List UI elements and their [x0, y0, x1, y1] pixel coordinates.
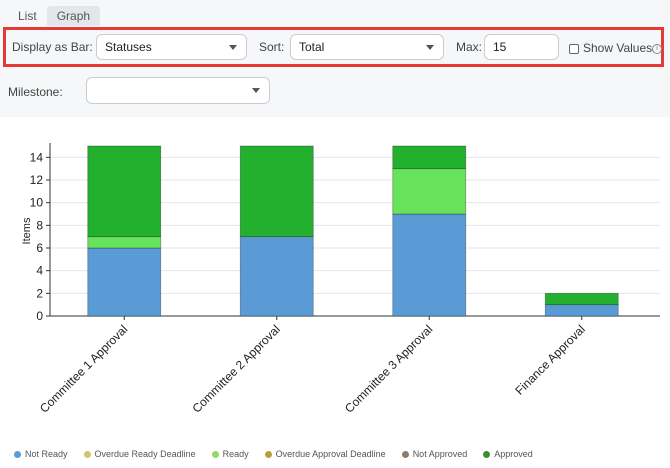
- show-values-checkbox[interactable]: [569, 44, 579, 54]
- max-label: Max:: [456, 40, 483, 54]
- legend-swatch: [401, 450, 409, 458]
- legend-item[interactable]: Not Approved: [401, 449, 468, 459]
- view-tabs: List Graph: [8, 6, 101, 26]
- info-icon: i: [652, 44, 662, 54]
- bar-segment: [87, 247, 162, 317]
- stacked-bar-chart: 0 2 4 6 8 10 12 14 Items Committee 1 Approval Comm…: [21, 143, 660, 416]
- sort-select[interactable]: Total: [290, 34, 444, 60]
- milestone-select[interactable]: [86, 77, 270, 104]
- legend-label: Not Ready: [25, 449, 68, 459]
- legend-swatch: [264, 450, 272, 458]
- legend-label: Overdue Ready Deadline: [94, 449, 196, 459]
- display-as-bar-label: Display as Bar:: [12, 40, 93, 54]
- legend-label: Ready: [222, 449, 249, 459]
- chevron-down-icon: [229, 45, 237, 50]
- milestone-label: Milestone:: [8, 85, 63, 99]
- x-tick-label: Finance Approval: [512, 322, 587, 397]
- y-tick-label: 6: [36, 241, 43, 255]
- legend-item[interactable]: Overdue Approval Deadline: [264, 449, 386, 459]
- legend-swatch: [483, 450, 491, 458]
- bar-segment: [544, 304, 619, 317]
- display-as-bar-value: Statuses: [105, 40, 152, 54]
- y-tick-label: 2: [36, 286, 43, 300]
- max-value: 15: [493, 40, 507, 54]
- bar-segment: [239, 145, 314, 238]
- max-input[interactable]: 15: [484, 34, 559, 60]
- legend-item[interactable]: Not Ready: [14, 449, 68, 459]
- bar-segment: [392, 168, 467, 215]
- bar-segment: [392, 145, 467, 170]
- legend-label: Approved: [494, 449, 533, 459]
- sort-label: Sort:: [259, 40, 285, 54]
- legend-swatch: [211, 450, 219, 458]
- y-tick-label: 4: [36, 264, 43, 278]
- display-as-bar-select[interactable]: Statuses: [96, 34, 247, 60]
- legend-label: Not Approved: [412, 449, 468, 459]
- legend-item[interactable]: Approved: [483, 449, 533, 459]
- tab-graph[interactable]: Graph: [46, 6, 101, 26]
- chevron-down-icon: [426, 45, 434, 50]
- graph-controls: Display as Bar: Statuses Sort: Total Max…: [3, 27, 664, 67]
- chevron-down-icon: [252, 88, 260, 93]
- bar-segment: [87, 236, 162, 249]
- legend-swatch: [14, 450, 21, 458]
- chart-legend: Not Ready Overdue Ready Deadline Ready Over…: [14, 449, 549, 459]
- bar-segment: [392, 213, 467, 317]
- y-axis-label: Items: [21, 217, 33, 244]
- bar-segment: [239, 236, 314, 317]
- show-values-label: Show Values: [583, 41, 653, 55]
- y-tick-label: 14: [30, 150, 44, 164]
- y-tick-label: 12: [30, 173, 44, 187]
- y-tick-label: 10: [30, 196, 44, 210]
- x-tick-label: Committee 1 Approval: [37, 322, 130, 415]
- sort-value: Total: [299, 40, 325, 54]
- bar-segment: [544, 292, 619, 306]
- legend-label: Overdue Approval Deadline: [275, 449, 386, 459]
- x-tick-label: Committee 2 Approval: [189, 322, 282, 415]
- legend-item[interactable]: Overdue Ready Deadline: [83, 449, 196, 459]
- legend-item[interactable]: Ready: [211, 449, 249, 459]
- legend-swatch: [83, 450, 91, 458]
- y-tick-label: 0: [36, 309, 43, 323]
- x-tick-label: Committee 3 Approval: [342, 322, 435, 415]
- tab-list[interactable]: List: [18, 9, 37, 23]
- toolbar-area: List Graph Display as Bar: Statuses Sort…: [0, 0, 670, 117]
- bar-segment: [87, 145, 162, 238]
- y-tick-label: 8: [36, 218, 43, 232]
